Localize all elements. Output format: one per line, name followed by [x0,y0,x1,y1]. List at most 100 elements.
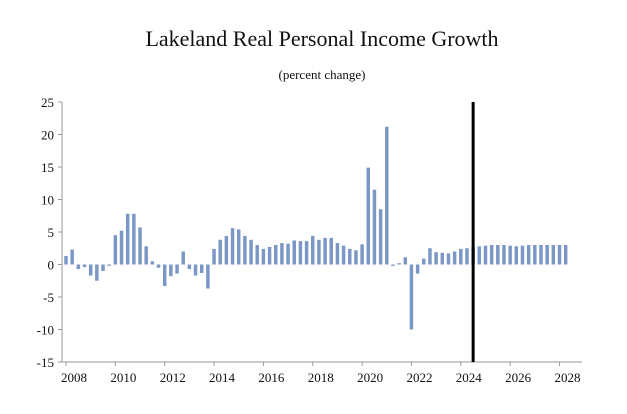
bar [502,245,506,265]
bar [539,245,543,265]
bar [82,264,87,268]
bar [428,248,432,265]
bar [545,245,549,265]
bar [144,246,148,265]
bar [267,246,272,265]
bar [286,243,290,265]
bar [88,264,93,276]
bar [169,264,173,277]
bar [452,251,457,265]
bar [224,235,229,265]
bar [150,261,155,265]
x-tick-label: 2022 [406,370,432,385]
x-tick-label: 2010 [110,370,136,385]
bar [446,253,451,265]
y-tick-label: 0 [48,258,55,273]
bar [391,264,395,266]
bar [415,264,420,274]
bar [551,245,556,265]
bar [70,249,74,265]
bar [113,235,118,265]
bar [218,239,222,265]
bar [397,263,401,265]
chart-title: Lakeland Real Personal Income Growth [145,26,498,51]
bar [385,126,389,265]
bar [95,264,99,281]
bar [292,240,296,265]
bar [304,241,309,265]
bar [422,258,426,265]
bar [557,245,562,265]
bar [360,244,364,265]
bar [64,256,68,265]
bar [236,229,241,265]
y-tick-label: -15 [37,355,54,370]
bar [317,239,321,265]
bar [323,237,327,265]
bar [175,264,179,274]
y-tick-label: 20 [41,128,54,143]
bar [526,245,531,265]
x-tick-label: 2020 [357,370,383,385]
bar [156,264,161,268]
bar [132,213,136,265]
bar [101,264,105,271]
bar [366,167,371,265]
y-tick-label: -10 [37,323,54,338]
bar [193,264,198,276]
y-tick-label: -5 [43,290,54,305]
bar [496,245,500,265]
bar [563,245,568,265]
bar [459,248,463,265]
x-tick-label: 2026 [505,370,532,385]
bar [280,243,284,265]
y-tick-label: 5 [48,225,55,240]
bar [199,264,204,273]
bar [162,264,167,286]
bar [508,245,512,265]
bar [403,257,408,265]
bar [261,248,266,265]
bar [212,248,216,265]
bar [138,227,142,265]
bar [107,264,111,266]
x-tick-label: 2012 [160,370,186,385]
bar [119,230,124,265]
y-axis: 25 20 15 10 5 0 -5 -10 -15 [37,95,63,370]
y-tick-label: 25 [41,95,54,110]
bar [329,237,333,265]
x-tick-label: 2028 [554,370,580,385]
bar [341,245,346,265]
x-tick-label: 2024 [456,370,483,385]
y-tick-label: 10 [41,193,54,208]
bar [483,245,488,265]
bar [206,264,210,289]
bar [311,235,315,265]
bar [125,213,130,265]
bar [520,245,525,265]
bar [514,246,519,265]
x-tick-label: 2016 [258,370,285,385]
bar [489,245,494,265]
x-tick-label: 2008 [61,370,87,385]
bar [440,252,445,265]
bar [335,243,340,265]
bar [76,264,81,270]
bar [255,245,259,265]
chart-subtitle: (percent change) [279,67,366,82]
bar [249,239,253,265]
bar-series [64,126,568,330]
bar [187,264,192,270]
bar [533,245,537,265]
bar [274,245,278,265]
bar [434,252,438,265]
bar [465,248,469,265]
bar [243,235,247,265]
x-tick-label: 2018 [308,370,334,385]
bar [372,189,377,265]
bar [354,250,358,265]
bar [378,209,383,265]
bar [298,241,303,265]
bar [409,264,414,330]
